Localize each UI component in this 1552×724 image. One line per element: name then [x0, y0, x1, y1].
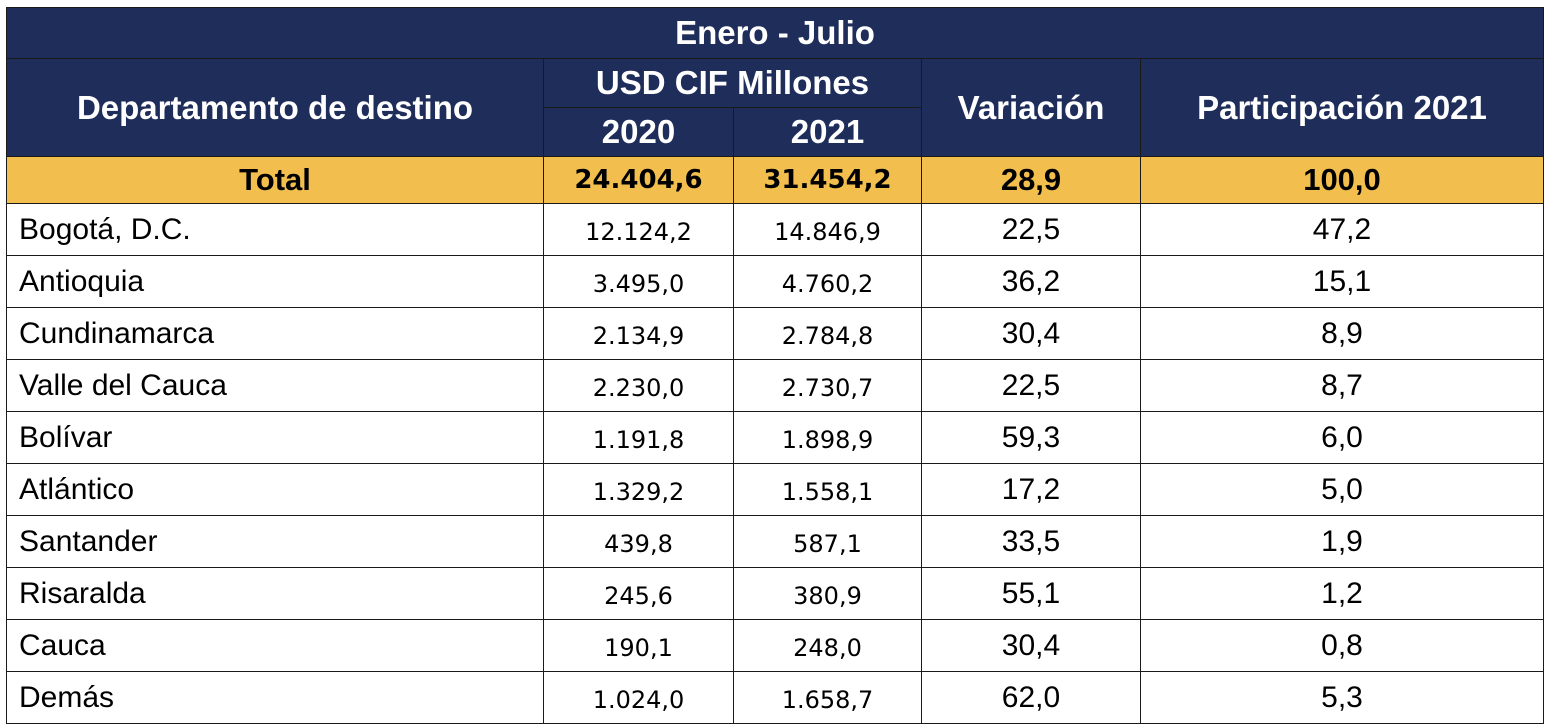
value-2021: 14.846,9	[733, 203, 922, 256]
value-2021: 1.898,9	[733, 411, 922, 464]
variation-value: 55,1	[921, 567, 1141, 620]
table-row: Bogotá, D.C. 12.124,2 14.846,9 22,5 47,2	[6, 203, 1544, 256]
header-columns-row: Departamento de destino USD CIF Millones…	[6, 58, 1544, 157]
department-name: Santander	[6, 515, 544, 568]
value-2020: 3.495,0	[543, 255, 734, 308]
share-value: 8,7	[1140, 359, 1544, 412]
total-2020: 24.404,6	[543, 156, 734, 204]
value-2021: 2.784,8	[733, 307, 922, 360]
table-row: Demás 1.024,0 1.658,7 62,0 5,3	[6, 671, 1544, 724]
year-2020-header: 2020	[543, 107, 734, 157]
value-2021: 1.558,1	[733, 463, 922, 516]
department-name: Bogotá, D.C.	[6, 203, 544, 256]
department-name: Valle del Cauca	[6, 359, 544, 412]
share-value: 8,9	[1140, 307, 1544, 360]
share-value: 0,8	[1140, 619, 1544, 672]
total-label: Total	[6, 156, 544, 204]
table-row: Valle del Cauca 2.230,0 2.730,7 22,5 8,7	[6, 359, 1544, 412]
department-name: Cauca	[6, 619, 544, 672]
value-2020: 439,8	[543, 515, 734, 568]
table-row: Cundinamarca 2.134,9 2.784,8 30,4 8,9	[6, 307, 1544, 360]
header-years-row: 2020 2021	[7, 107, 1544, 157]
department-header: Departamento de destino	[6, 58, 544, 157]
variation-value: 30,4	[921, 307, 1141, 360]
imports-by-department-table: Enero - Julio Departamento de destino US…	[6, 7, 1544, 724]
department-name: Bolívar	[6, 411, 544, 464]
year-2021-header: 2021	[733, 107, 922, 157]
share-value: 15,1	[1140, 255, 1544, 308]
total-share: 100,0	[1140, 156, 1544, 204]
share-value: 5,0	[1140, 463, 1544, 516]
variation-value: 17,2	[921, 463, 1141, 516]
variation-value: 30,4	[921, 619, 1141, 672]
variation-value: 33,5	[921, 515, 1141, 568]
department-name: Risaralda	[6, 567, 544, 620]
department-name: Demás	[6, 671, 544, 724]
value-2020: 2.134,9	[543, 307, 734, 360]
value-2020: 2.230,0	[543, 359, 734, 412]
share-value: 1,2	[1140, 567, 1544, 620]
value-2021: 4.760,2	[733, 255, 922, 308]
value-2020: 12.124,2	[543, 203, 734, 256]
variation-header: Variación	[921, 58, 1141, 157]
total-2021: 31.454,2	[733, 156, 922, 204]
department-name: Antioquia	[6, 255, 544, 308]
value-2020: 245,6	[543, 567, 734, 620]
value-2020: 190,1	[543, 619, 734, 672]
table-row: Atlántico 1.329,2 1.558,1 17,2 5,0	[6, 463, 1544, 516]
value-2021: 1.658,7	[733, 671, 922, 724]
value-2020: 1.329,2	[543, 463, 734, 516]
variation-value: 62,0	[921, 671, 1141, 724]
period-title: Enero - Julio	[6, 7, 1544, 59]
share-value: 47,2	[1140, 203, 1544, 256]
header-period-row: Enero - Julio	[6, 7, 1544, 59]
share-header: Participación 2021	[1140, 58, 1544, 157]
share-value: 6,0	[1140, 411, 1544, 464]
value-2021: 2.730,7	[733, 359, 922, 412]
table-row: Cauca 190,1 248,0 30,4 0,8	[6, 619, 1544, 672]
table-row: Bolívar 1.191,8 1.898,9 59,3 6,0	[6, 411, 1544, 464]
department-name: Atlántico	[6, 463, 544, 516]
value-2021: 587,1	[733, 515, 922, 568]
value-2021: 380,9	[733, 567, 922, 620]
table-row: Risaralda 245,6 380,9 55,1 1,2	[6, 567, 1544, 620]
table-row: Antioquia 3.495,0 4.760,2 36,2 15,1	[6, 255, 1544, 308]
value-2020: 1.191,8	[543, 411, 734, 464]
variation-value: 22,5	[921, 203, 1141, 256]
share-value: 5,3	[1140, 671, 1544, 724]
variation-value: 36,2	[921, 255, 1141, 308]
value-2020: 1.024,0	[543, 671, 734, 724]
total-row: Total 24.404,6 31.454,2 28,9 100,0	[6, 156, 1544, 204]
value-2021: 248,0	[733, 619, 922, 672]
usd-cif-header: USD CIF Millones	[543, 58, 922, 108]
table-row: Santander 439,8 587,1 33,5 1,9	[6, 515, 1544, 568]
department-name: Cundinamarca	[6, 307, 544, 360]
share-value: 1,9	[1140, 515, 1544, 568]
variation-value: 59,3	[921, 411, 1141, 464]
total-variation: 28,9	[921, 156, 1141, 204]
variation-value: 22,5	[921, 359, 1141, 412]
